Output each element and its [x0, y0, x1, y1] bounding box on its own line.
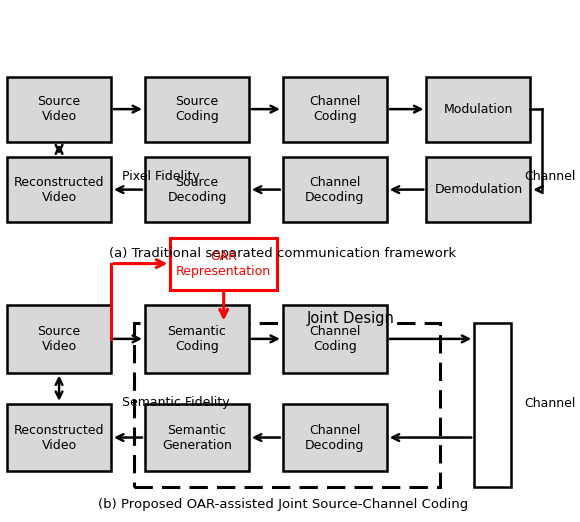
Text: Modulation: Modulation — [444, 103, 513, 116]
FancyBboxPatch shape — [145, 157, 249, 222]
FancyBboxPatch shape — [426, 77, 530, 141]
Text: Reconstructed
Video: Reconstructed Video — [14, 423, 104, 452]
Text: Semantic Fidelity: Semantic Fidelity — [122, 396, 230, 409]
Text: Joint Design: Joint Design — [306, 311, 394, 326]
Text: Channel
Decoding: Channel Decoding — [305, 423, 364, 452]
Text: Source
Video: Source Video — [38, 95, 81, 123]
FancyBboxPatch shape — [145, 305, 249, 373]
Text: Semantic
Generation: Semantic Generation — [162, 423, 232, 452]
FancyBboxPatch shape — [283, 77, 387, 141]
Text: Channel: Channel — [524, 170, 576, 183]
Text: Reconstructed
Video: Reconstructed Video — [14, 175, 104, 204]
Text: OAR
Representation: OAR Representation — [176, 250, 271, 278]
FancyBboxPatch shape — [426, 157, 530, 222]
FancyBboxPatch shape — [283, 305, 387, 373]
Text: (a) Traditional separated communication framework: (a) Traditional separated communication … — [109, 247, 456, 260]
FancyBboxPatch shape — [7, 157, 111, 222]
Text: Pixel Fidelity: Pixel Fidelity — [122, 170, 200, 183]
Text: Source
Video: Source Video — [38, 325, 81, 353]
Text: Source
Decoding: Source Decoding — [167, 175, 227, 204]
Text: Semantic
Coding: Semantic Coding — [168, 325, 226, 353]
FancyBboxPatch shape — [145, 404, 249, 471]
Text: Channel: Channel — [524, 397, 576, 410]
FancyBboxPatch shape — [7, 77, 111, 141]
Text: Channel
Coding: Channel Coding — [309, 95, 361, 123]
FancyBboxPatch shape — [145, 77, 249, 141]
Text: Channel
Decoding: Channel Decoding — [305, 175, 364, 204]
Text: Demodulation: Demodulation — [434, 183, 523, 196]
FancyBboxPatch shape — [7, 305, 111, 373]
Text: (b) Proposed OAR-assisted Joint Source-Channel Coding: (b) Proposed OAR-assisted Joint Source-C… — [97, 499, 468, 511]
FancyBboxPatch shape — [283, 404, 387, 471]
Text: Channel
Coding: Channel Coding — [309, 325, 361, 353]
FancyBboxPatch shape — [283, 157, 387, 222]
FancyBboxPatch shape — [7, 404, 111, 471]
Text: Source
Coding: Source Coding — [175, 95, 219, 123]
